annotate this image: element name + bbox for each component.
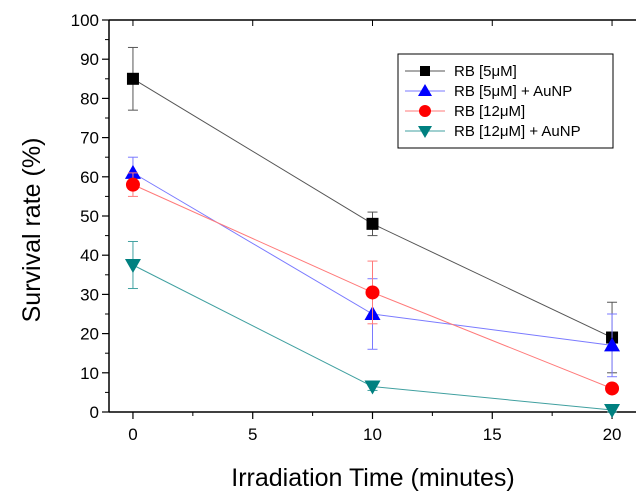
y-axis-title: Survival rate (%): [18, 138, 46, 323]
data-point: [124, 259, 141, 273]
y-tick-label: 100: [71, 11, 99, 30]
series-layer: [124, 46, 621, 419]
data-point: [365, 285, 380, 300]
legend-marker: [420, 66, 430, 76]
y-tick-label: 90: [80, 50, 99, 69]
x-tick-label: 15: [483, 425, 502, 444]
data-point: [605, 381, 620, 396]
data-point: [124, 164, 141, 179]
y-tick-label: 50: [80, 207, 99, 226]
x-axis-title: Irradiation Time (minutes): [231, 464, 514, 492]
series-3: [124, 240, 621, 419]
y-tick-label: 60: [80, 168, 99, 187]
data-point: [604, 404, 621, 419]
data-point: [364, 380, 381, 395]
x-tick-label: 10: [363, 425, 382, 444]
legend-label: RB [12μM] + AuNP: [454, 123, 581, 140]
y-tick-label: 10: [80, 364, 99, 383]
data-point: [126, 72, 139, 85]
y-tick-label: 70: [80, 129, 99, 148]
legend-marker: [418, 126, 432, 138]
legend-label: RB [5μM]: [454, 63, 517, 80]
legend-box: [397, 53, 614, 149]
legend-marker: [418, 84, 432, 96]
y-tick-label: 40: [80, 246, 99, 265]
x-tick-label: 20: [603, 425, 622, 444]
x-tick-label: 5: [248, 425, 257, 444]
y-tick-label: 30: [80, 285, 99, 304]
axis-ticks: 0 10 20 30 40 50 60 70 80 90 100 0 5 10 15 20: [71, 11, 622, 444]
x-tick-label: 0: [128, 425, 137, 444]
series-2: [125, 172, 620, 396]
y-tick-label: 80: [80, 89, 99, 108]
y-tick-label: 0: [90, 403, 99, 422]
legend-label: RB [12μM]: [454, 103, 525, 120]
legend: RB [5μM] RB [5μM] + AuNP RB [12μM] RB [12μM…: [397, 53, 614, 149]
data-point: [604, 337, 621, 352]
data-point: [125, 177, 140, 192]
legend-marker: [419, 105, 431, 117]
y-tick-label: 20: [80, 325, 99, 344]
data-point: [366, 217, 379, 230]
legend-label: RB [5μM] + AuNP: [454, 83, 572, 100]
